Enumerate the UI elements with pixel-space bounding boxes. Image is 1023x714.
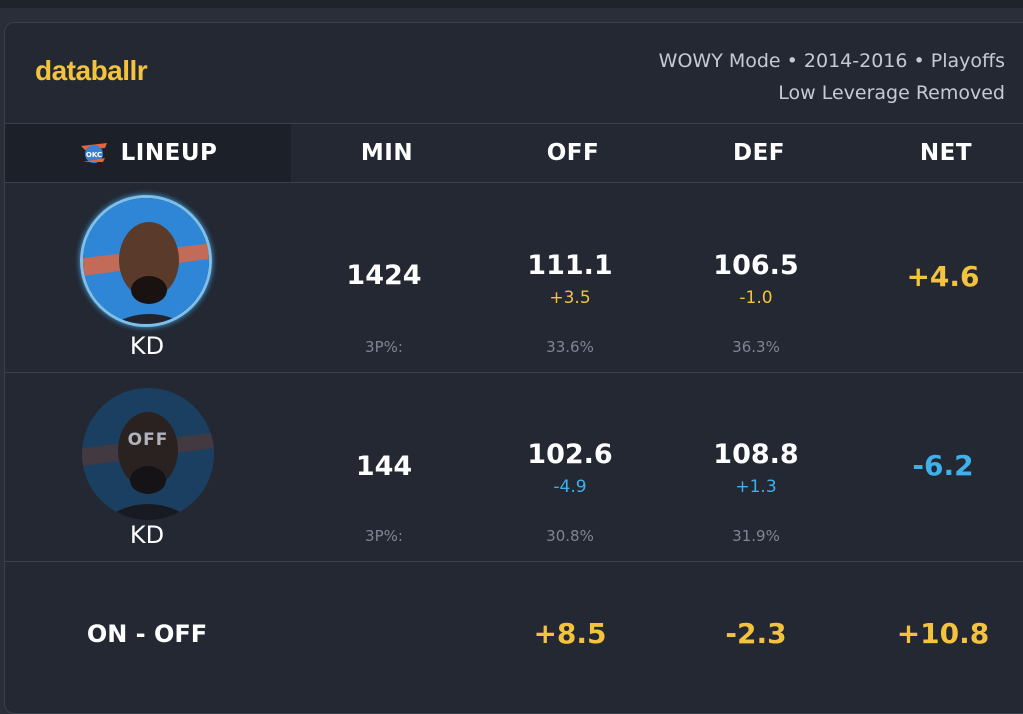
table-header: OKC LINEUP MIN OFF DEF NET xyxy=(5,123,1023,183)
three-pt-label: 3P%: xyxy=(365,338,403,356)
lineup-header[interactable]: OKC LINEUP xyxy=(5,124,291,182)
filter-meta: WOWY Mode • 2014-2016 • Playoffs Low Lev… xyxy=(485,45,1005,109)
svg-text:OKC: OKC xyxy=(86,151,102,159)
player-off-row: OFF KD 144 3P%: 102.6 -4.9 30.8% 108.8 +… xyxy=(5,373,1023,562)
on-off-def-diff: -2.3 xyxy=(725,617,787,650)
off-delta: +3.5 xyxy=(549,288,591,308)
wowy-card: databallr WOWY Mode • 2014-2016 • Playof… xyxy=(4,22,1023,714)
top-strip xyxy=(0,0,1023,8)
off-rating: 111.1 xyxy=(527,250,613,281)
off-delta: -4.9 xyxy=(553,477,587,497)
off-rating: 102.6 xyxy=(527,439,613,470)
on-off-net-diff: +10.8 xyxy=(896,617,990,650)
player-avatar[interactable] xyxy=(80,195,212,327)
player-photo xyxy=(83,198,209,324)
okc-logo-icon: OKC xyxy=(80,143,107,163)
filter-meta-line1: WOWY Mode • 2014-2016 • Playoffs xyxy=(658,50,1005,72)
def-rating: 108.8 xyxy=(713,439,799,470)
lineup-header-label: LINEUP xyxy=(120,140,218,166)
off-three-pct: 33.6% xyxy=(546,338,594,356)
on-off-summary-row: ON - OFF +8.5 -2.3 +10.8 xyxy=(5,562,1023,713)
player-name: KD xyxy=(129,521,165,549)
off-column-header[interactable]: OFF xyxy=(546,140,600,166)
player-photo-dimmed xyxy=(82,388,214,520)
databallr-logo[interactable]: databallr xyxy=(35,55,148,86)
def-column-header[interactable]: DEF xyxy=(732,140,785,166)
net-column-header[interactable]: NET xyxy=(919,140,973,166)
off-three-pct: 30.8% xyxy=(546,527,594,545)
filter-meta-line2: Low Leverage Removed xyxy=(778,82,1005,104)
player-name: KD xyxy=(129,332,165,360)
def-delta: +1.3 xyxy=(735,477,777,497)
def-three-pct: 31.9% xyxy=(732,527,780,545)
net-rating: -6.2 xyxy=(912,449,974,482)
on-off-off-diff: +8.5 xyxy=(533,617,607,650)
min-value: 1424 xyxy=(346,260,422,291)
on-off-label: ON - OFF xyxy=(86,620,208,648)
min-value: 144 xyxy=(355,451,413,482)
three-pt-label: 3P%: xyxy=(365,527,403,545)
net-rating: +4.6 xyxy=(906,260,980,293)
player-avatar-off[interactable]: OFF xyxy=(82,388,214,520)
def-delta: -1.0 xyxy=(739,288,773,308)
def-three-pct: 36.3% xyxy=(732,338,780,356)
min-column-header[interactable]: MIN xyxy=(360,140,414,166)
player-on-row: KD 1424 3P%: 111.1 +3.5 33.6% 106.5 -1.0… xyxy=(5,182,1023,373)
off-badge: OFF xyxy=(127,430,169,450)
def-rating: 106.5 xyxy=(713,250,799,281)
